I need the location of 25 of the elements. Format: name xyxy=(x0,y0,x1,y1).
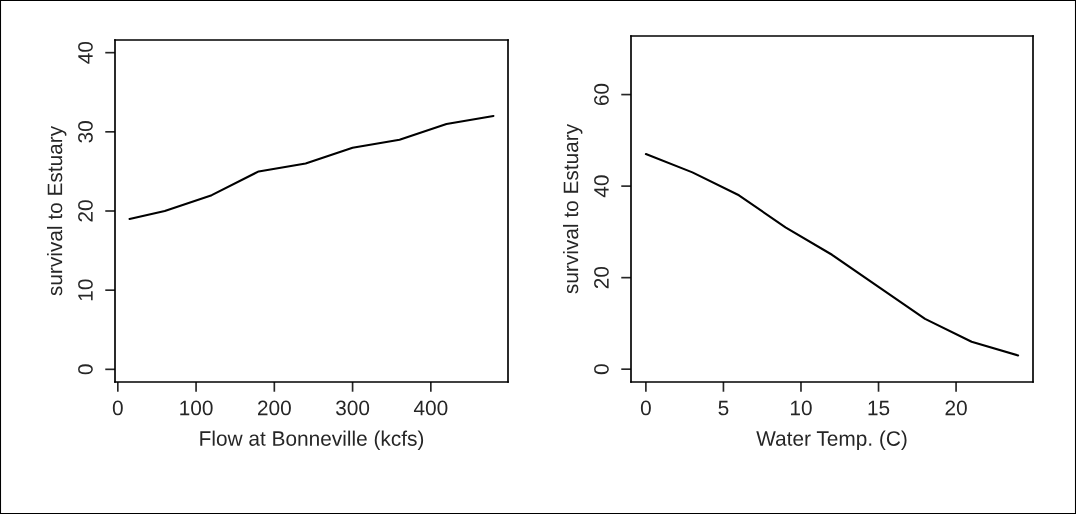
x-tick-label: 0 xyxy=(112,400,123,416)
x-tick-label: 0 xyxy=(640,400,651,416)
y-tick-label: 10 xyxy=(78,279,93,301)
y-tick-label: 60 xyxy=(594,83,609,106)
y-tick-label: 20 xyxy=(78,200,93,222)
x-axis-title: Flow at Bonneville (kcfs) xyxy=(200,430,424,450)
x-tick-label: 200 xyxy=(258,400,291,416)
y-tick-label: 20 xyxy=(594,266,609,289)
x-axis-title: Water Temp. (C) xyxy=(756,430,907,451)
x-tick-label: 5 xyxy=(718,400,729,416)
line-series xyxy=(644,153,1020,357)
x-tick-label: 100 xyxy=(180,400,213,416)
line-series xyxy=(128,114,495,220)
y-tick-label: 40 xyxy=(78,41,93,64)
x-tick-label: 400 xyxy=(413,400,448,416)
x-tick-label: 15 xyxy=(868,400,890,416)
y-axis-title: survival to Estuary xyxy=(46,125,67,296)
x-tick-label: 300 xyxy=(336,400,370,416)
x-tick-label: 10 xyxy=(790,400,812,416)
y-axis-title: survival to Estuary xyxy=(562,123,583,294)
y-tick-label: 0 xyxy=(594,364,609,375)
y-tick-label: 40 xyxy=(594,175,609,198)
x-tick-label: 20 xyxy=(945,400,967,416)
y-tick-label: 0 xyxy=(78,364,93,375)
y-tick-label: 30 xyxy=(78,121,93,143)
